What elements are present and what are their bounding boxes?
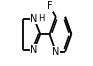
Text: N: N [30,14,38,24]
Text: F: F [47,1,52,11]
Text: H: H [38,14,45,23]
Text: N: N [52,47,60,57]
Text: N: N [30,45,38,55]
